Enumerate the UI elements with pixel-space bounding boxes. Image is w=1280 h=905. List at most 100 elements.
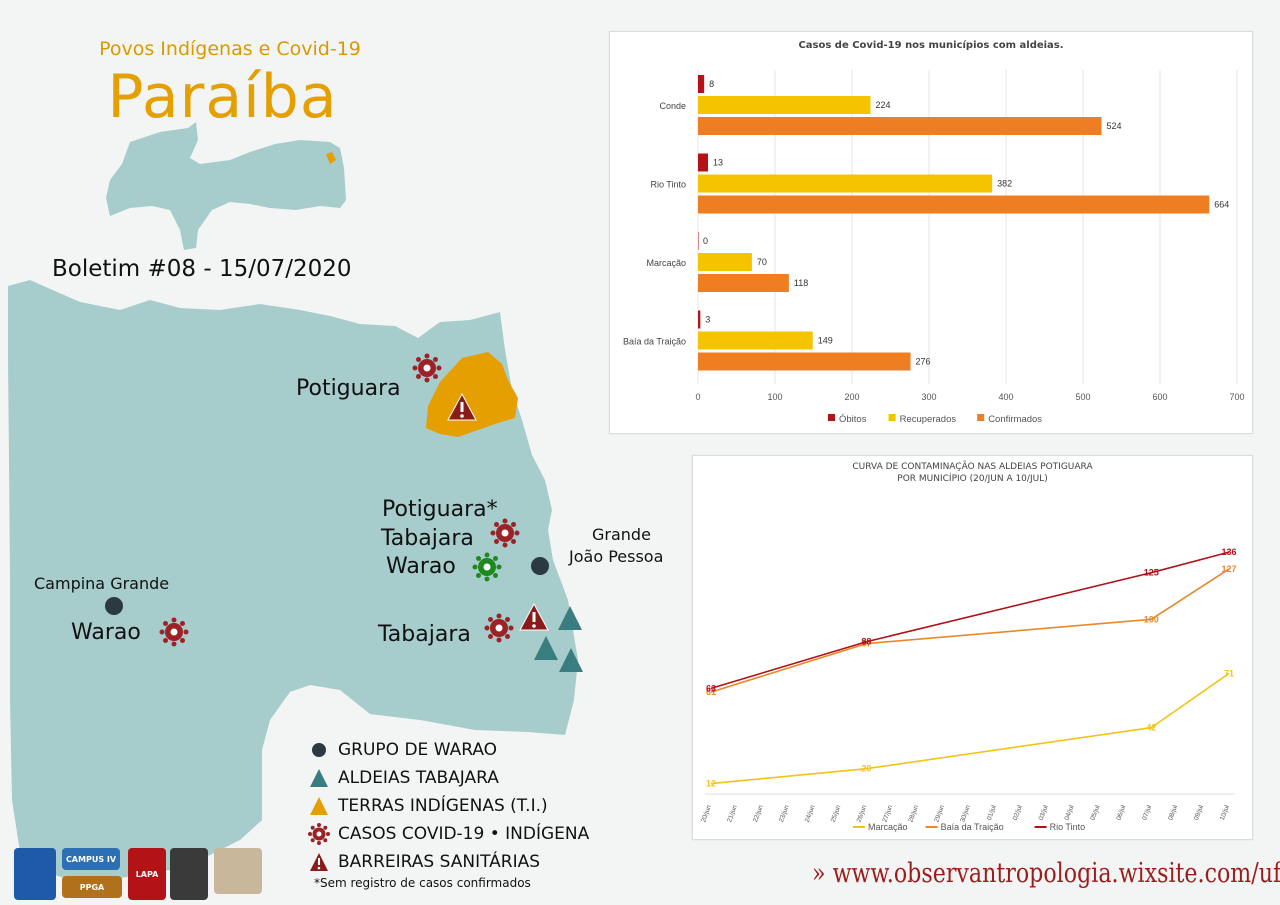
data-label: 0 [703, 236, 708, 246]
x-tick-label: 09/jul [1193, 804, 1205, 822]
bar [698, 195, 1210, 214]
covid-case-icon [412, 353, 442, 383]
tabajara-village-icon [534, 636, 558, 660]
x-tick-label: 27/jun [882, 804, 895, 823]
data-label: 127 [1221, 564, 1236, 574]
x-tick-label: 26/jun [856, 804, 869, 823]
legend-label: TERRAS INDÍGENAS (T.I.) [338, 796, 548, 816]
legend-label: CASOS COVID-19 • INDÍGENA [338, 824, 590, 844]
covid-case-icon [484, 613, 514, 643]
bulletin-label: Boletim #08 - 15/07/2020 [52, 256, 352, 282]
bar [698, 117, 1102, 135]
place-label-tabajara-south: Tabajara [378, 622, 471, 647]
series-line [710, 568, 1230, 693]
legend-item-barrier: BARREIRAS SANITÁRIAS [308, 848, 589, 876]
legend-label: BARREIRAS SANITÁRIAS [338, 852, 541, 872]
data-label: 13 [713, 158, 723, 168]
data-label: 136 [1221, 547, 1236, 557]
data-label: 42 [1146, 723, 1156, 733]
x-tick-label: 200 [844, 392, 859, 402]
x-tick-label: 24/jun [804, 804, 817, 823]
legend-item-covid: CASOS COVID-19 • INDÍGENA [308, 820, 589, 848]
x-tick-label: 500 [1075, 392, 1090, 402]
place-label-potiguara-north: Potiguara [296, 376, 401, 401]
data-label: 118 [794, 278, 808, 288]
x-tick-label: 06/jul [1115, 804, 1127, 822]
x-tick-label: 25/jun [830, 804, 843, 823]
data-label: 524 [1106, 121, 1121, 131]
place-label-tabajara-north: Tabajara [381, 526, 474, 551]
inset-indigenous-land [326, 152, 336, 164]
legend-item-tabajara: ALDEIAS TABAJARA [308, 764, 589, 792]
data-label: 382 [997, 179, 1012, 189]
inset-state-map [106, 122, 346, 250]
tabajara-village-icon [558, 606, 582, 630]
x-tick-label: 600 [1152, 392, 1167, 402]
legend-label: Óbitos [839, 414, 867, 425]
website-link[interactable]: » www.observantropologia.wixsite.com/ufp… [812, 858, 1280, 889]
data-label: 100 [1144, 614, 1159, 624]
place-label-joao-pessoa: João Pessoa [569, 547, 664, 566]
indigenous-land-shape [426, 352, 518, 437]
x-tick-label: 28/jun [907, 804, 920, 823]
warao-group-icon [531, 557, 549, 575]
line-chart-panel: CURVA DE CONTAMINAÇÃO NAS ALDEIAS POTIGU… [692, 455, 1253, 840]
data-label: 20 [861, 764, 871, 774]
legend-label: Baía da Traição [941, 822, 1004, 832]
data-label: 8 [709, 79, 714, 89]
x-tick-label: 700 [1229, 392, 1244, 402]
data-label: 276 [916, 357, 931, 367]
x-tick-label: 04/jul [1064, 804, 1076, 822]
place-label-grande: Grande [592, 525, 651, 544]
warning-icon [308, 851, 330, 873]
map-subtitle: Povos Indígenas e Covid-19 [99, 38, 361, 60]
data-label: 71 [1224, 668, 1234, 678]
sanitary-barrier-icon [447, 392, 477, 421]
data-label: 149 [818, 336, 833, 346]
bar [698, 96, 871, 114]
legend-label: Rio Tinto [1050, 822, 1086, 832]
x-tick-label: 100 [767, 392, 782, 402]
data-label: 61 [706, 687, 716, 697]
triangle-icon [308, 795, 330, 817]
x-tick-label: 08/jul [1167, 804, 1179, 822]
legend-label: ALDEIAS TABAJARA [338, 768, 499, 788]
virus-icon [308, 823, 330, 845]
data-label: 88 [861, 637, 871, 647]
data-label: 664 [1214, 200, 1229, 210]
x-tick-label: 0 [695, 392, 700, 402]
x-tick-label: 02/jul [1012, 804, 1024, 822]
place-label-warao-cg: Warao [71, 620, 141, 645]
campus-iv-logo: CAMPUS IV [62, 848, 120, 870]
x-tick-label: 07/jul [1141, 804, 1153, 822]
legend-label: Confirmados [988, 414, 1042, 425]
bar [698, 153, 709, 172]
x-tick-label: 21/jun [726, 804, 739, 823]
partner-logos: CAMPUS IV PPGA LAPA [14, 846, 264, 902]
x-tick-label: 300 [921, 392, 936, 402]
x-tick-label: 22/jun [752, 804, 765, 823]
data-label: 224 [875, 100, 890, 110]
bar [698, 253, 752, 271]
line-chart: 20/jun 21/jun 22/jun 23/jun 24/jun 25/jun 26/j… [700, 547, 1236, 832]
map-title: Paraíba [107, 62, 338, 132]
ufpb-logo [14, 848, 56, 900]
covid-case-icon [490, 518, 520, 548]
map-legend: GRUPO DE WARAO ALDEIAS TABAJARA TERRAS I… [308, 736, 589, 876]
ppga-logo: PPGA [62, 876, 122, 898]
inset-state-shape [106, 122, 346, 250]
bar-chart-panel: Casos de Covid-19 nos municípios com ald… [609, 31, 1253, 434]
legend-item-indigenous-land: TERRAS INDÍGENAS (T.I.) [308, 792, 589, 820]
x-tick-label: 23/jun [778, 804, 791, 823]
data-label: 3 [705, 315, 710, 325]
legend-swatch [828, 414, 835, 421]
legend-label: GRUPO DE WARAO [338, 740, 498, 760]
legend-swatch [888, 414, 896, 421]
line-chart-title: CURVA DE CONTAMINAÇÃO NAS ALDEIAS POTIGU… [852, 462, 1093, 472]
bar [698, 232, 699, 250]
series-line [710, 551, 1230, 690]
legend-swatch [977, 414, 985, 421]
data-label: 63 [706, 683, 716, 693]
x-tick-label: 20/jun [700, 804, 713, 823]
